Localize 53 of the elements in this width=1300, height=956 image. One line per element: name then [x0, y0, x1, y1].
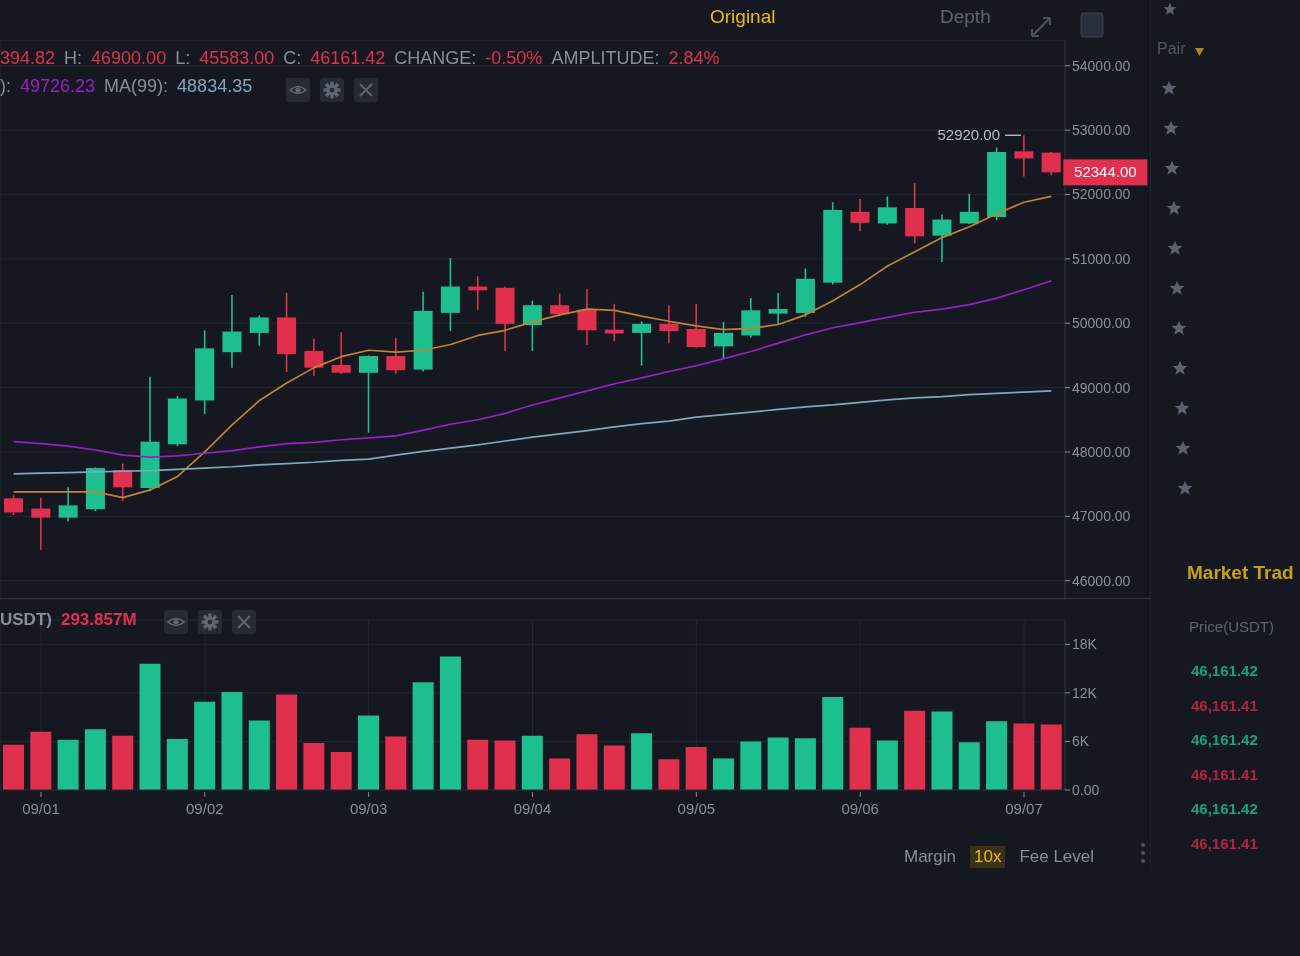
x-tick-label: 09/07 — [1005, 800, 1043, 817]
annotation: 394.82 — [0, 48, 56, 69]
annotation: 46161.42 — [310, 48, 386, 69]
y-tick-label: 6K — [1072, 733, 1090, 750]
text: Fee Level — [1019, 847, 1095, 867]
y-tick-label: 0.00 — [1072, 781, 1100, 798]
y-tick-label: 47000.00 — [1072, 508, 1131, 525]
text: 46,161.42 — [1191, 800, 1258, 817]
y-tick-label: 49000.00 — [1072, 379, 1131, 396]
x-tick-label: 09/02 — [186, 800, 224, 817]
x-tick-label: 09/03 — [349, 800, 388, 817]
x-tick-label: 09/05 — [677, 800, 716, 817]
annotation: 45583.00 — [199, 48, 275, 69]
annotation: 46900.00 — [91, 48, 167, 69]
text: Pair — [1157, 40, 1186, 58]
text: Original — [710, 6, 776, 28]
text: Price(USDT) — [1189, 618, 1274, 635]
text: 10x — [969, 846, 1006, 868]
y-tick-label: 18K — [1072, 636, 1098, 653]
x-tick-label: 09/01 — [22, 800, 60, 817]
text: Market Trad — [1187, 562, 1294, 584]
text: 46,161.41 — [1191, 765, 1258, 783]
text: Depth — [940, 6, 991, 28]
text: Margin — [904, 847, 956, 867]
annotation: USDT) — [0, 610, 52, 630]
annotation: 49726.23 — [20, 76, 96, 97]
annotation: H: — [64, 48, 83, 69]
annotation: 52920.00 — [937, 126, 1001, 144]
y-tick-label: 51000.00 — [1072, 250, 1131, 267]
annotation: 2.84% — [668, 48, 720, 69]
text: 46,161.42 — [1191, 731, 1258, 748]
y-tick-label: 48000.00 — [1072, 443, 1131, 460]
text: 52344.00 — [1074, 163, 1137, 181]
text: 46,161.41 — [1191, 834, 1258, 852]
annotation: CHANGE: — [394, 48, 477, 69]
x-tick-label: 09/04 — [513, 800, 552, 817]
y-tick-label: 12K — [1072, 684, 1098, 701]
annotation: MA(99): — [104, 76, 169, 97]
annotation: AMPLITUDE: — [551, 48, 660, 69]
annotation: L: — [175, 48, 191, 69]
y-tick-label: 53000.00 — [1072, 122, 1131, 139]
text: 46,161.41 — [1191, 696, 1258, 714]
x-tick-label: 09/06 — [841, 800, 879, 817]
y-tick-label: 50000.00 — [1072, 315, 1131, 332]
annotation: 293.857M — [60, 610, 137, 630]
annotation: C: — [283, 48, 302, 69]
y-tick-label: 52000.00 — [1072, 186, 1131, 203]
text: 46,161.42 — [1191, 662, 1258, 679]
annotation: -0.50% — [485, 48, 543, 69]
annotation: 48834.35 — [177, 76, 253, 97]
y-tick-label: 46000.00 — [1072, 572, 1131, 589]
annotation: ): — [0, 76, 11, 97]
y-tick-label: 54000.00 — [1072, 57, 1131, 74]
